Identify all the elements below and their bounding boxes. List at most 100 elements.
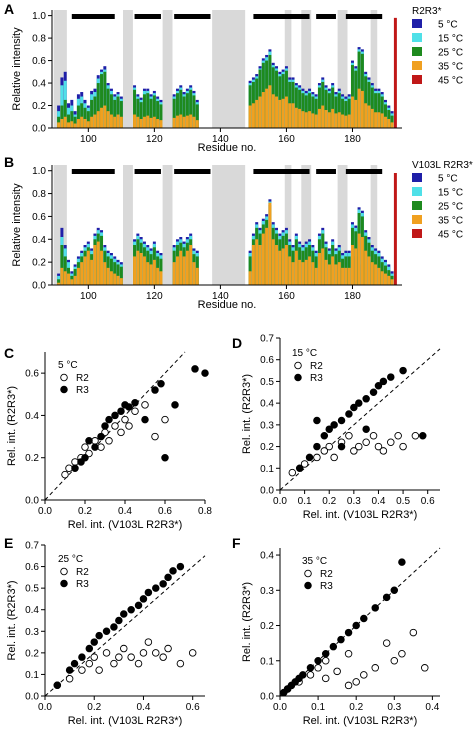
x-tick-label: 0.4 <box>137 702 151 713</box>
bar <box>93 96 97 128</box>
panel-letter: C <box>4 345 14 361</box>
bar <box>185 250 189 285</box>
helix-bar <box>345 169 383 174</box>
panel-letter: B <box>4 154 14 170</box>
y-tick-label: 0.4 <box>25 411 39 422</box>
point-r2 <box>110 659 118 668</box>
bar <box>324 89 328 128</box>
bar <box>57 282 61 285</box>
bar <box>370 262 374 285</box>
bar <box>384 116 387 128</box>
bar <box>334 96 338 128</box>
point-r3 <box>390 586 399 595</box>
point-r3 <box>295 464 304 473</box>
bar <box>384 104 387 128</box>
bar <box>390 279 394 285</box>
point-r2 <box>127 653 135 661</box>
bar <box>317 108 321 128</box>
bar <box>380 96 384 128</box>
bar <box>258 96 262 128</box>
helix-bar <box>253 14 310 19</box>
bar <box>60 105 64 128</box>
panel-D: D 0.0 0.1 0.2 0.3 0.4 0.5 0.6 0.0 0.1 0.2 0.3 0.4 0.5… <box>232 334 441 521</box>
point-r2 <box>390 657 399 665</box>
bar <box>159 120 163 128</box>
x-tick-label: 0.1 <box>311 702 325 713</box>
legend-marker <box>304 581 312 590</box>
y-tick-label: 0.1 <box>25 670 39 681</box>
legend-swatch <box>412 19 422 28</box>
legend-label: 25 °C <box>438 48 463 59</box>
point-r2 <box>382 639 391 647</box>
point-r2 <box>105 437 113 445</box>
bar <box>341 98 345 128</box>
bar <box>334 113 338 128</box>
legend-swatch <box>412 33 422 42</box>
x-tick-label: 0.4 <box>118 506 132 517</box>
y-tick-label: 0.4 <box>32 79 46 90</box>
point-r3 <box>191 365 199 373</box>
bar <box>113 262 117 285</box>
bar <box>298 108 302 128</box>
bar <box>261 92 265 128</box>
point-r2 <box>321 657 330 665</box>
x-axis-title: Rel. int. (V103L R2R3*) <box>303 509 418 521</box>
point-r2 <box>81 443 89 451</box>
bar <box>142 116 146 128</box>
panel-letter: E <box>4 535 13 551</box>
bar <box>271 94 275 128</box>
point-r2 <box>313 453 321 462</box>
point-r3 <box>360 614 368 623</box>
bar <box>268 85 272 128</box>
bar <box>119 266 123 285</box>
y-tick-label: 0.6 <box>32 56 46 67</box>
legend-swatch <box>412 229 422 238</box>
bar <box>327 264 331 285</box>
y-tick-label: 0.2 <box>32 101 46 112</box>
point-r3 <box>169 567 177 575</box>
point-r2 <box>121 415 129 424</box>
gray-band <box>162 165 173 285</box>
point-r2 <box>369 431 378 440</box>
y-tick-label: 0.0 <box>260 692 274 703</box>
bar <box>60 267 64 285</box>
bar <box>192 262 196 285</box>
y-tick-label: 0.1 <box>260 464 274 475</box>
point-r3 <box>65 666 74 674</box>
x-tick-label: 0.0 <box>38 506 52 517</box>
legend-label: R2 <box>76 373 89 384</box>
bar <box>83 119 87 128</box>
point-r3 <box>78 653 86 661</box>
y-tick-label: 0.2 <box>32 258 46 269</box>
bar <box>317 87 321 128</box>
bar <box>106 111 110 128</box>
bar <box>109 271 113 285</box>
y-tick-label: 0.3 <box>260 586 274 597</box>
bar <box>96 111 100 128</box>
point-r2 <box>333 667 341 676</box>
bar <box>360 90 364 128</box>
helix-bar <box>316 14 336 19</box>
bar <box>308 93 312 128</box>
x-axis-title: Residue no. <box>198 299 257 311</box>
helix-bar <box>71 169 115 174</box>
bar <box>152 95 156 128</box>
gray-band <box>284 10 292 128</box>
point-r3 <box>374 382 383 390</box>
x-tick-label: 140 <box>212 134 229 145</box>
x-tick-label: 0.0 <box>38 702 52 713</box>
y-tick-label: 0.0 <box>32 124 46 135</box>
bar <box>119 278 123 285</box>
bar <box>275 96 279 128</box>
bar <box>341 114 345 128</box>
bar <box>324 110 328 128</box>
point-r2 <box>151 432 159 441</box>
y-tick-label: 0.8 <box>32 189 46 200</box>
legend-label: R3 <box>320 581 333 592</box>
y-tick-label: 0.4 <box>260 399 274 410</box>
bar <box>67 114 70 128</box>
bar <box>367 105 371 128</box>
gray-band <box>122 10 133 128</box>
bar <box>152 259 156 285</box>
